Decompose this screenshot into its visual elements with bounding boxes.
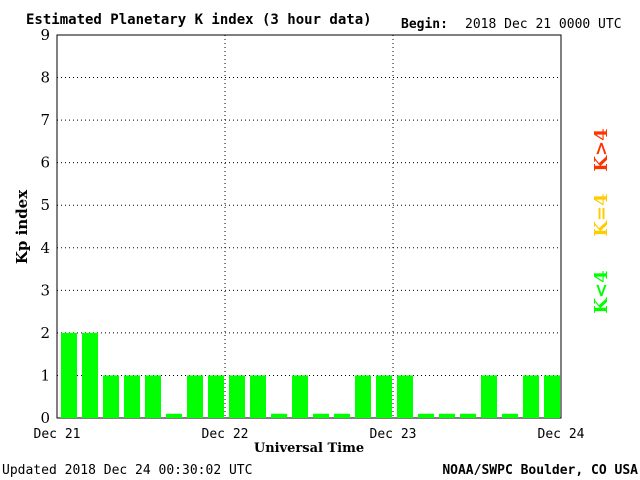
chart-title: Estimated Planetary K index (3 hour data… xyxy=(26,12,372,28)
y-tick-label: 8 xyxy=(40,69,50,87)
kp-bar xyxy=(439,413,455,418)
kp-bar xyxy=(460,413,476,418)
bar-series xyxy=(61,332,560,418)
y-tick-label: 3 xyxy=(40,281,50,299)
grid-lines xyxy=(57,35,561,418)
x-axis-label: Universal Time xyxy=(254,441,364,456)
kp-bar xyxy=(355,375,371,418)
legend-mid: K=4 xyxy=(591,193,612,236)
source-credit: NOAA/SWPC Boulder, CO USA xyxy=(442,463,638,478)
kp-bar xyxy=(208,375,224,418)
x-tick-label: Dec 23 xyxy=(370,427,417,442)
kp-bar xyxy=(397,375,413,418)
y-tick-labels: 0 1 2 3 4 5 6 7 8 9 xyxy=(40,26,50,427)
kp-bar xyxy=(145,375,161,418)
y-tick-label: 0 xyxy=(40,409,50,427)
kp-bar xyxy=(103,375,119,418)
kp-bar xyxy=(187,375,203,418)
kp-bar xyxy=(271,413,287,418)
y-tick-label: 1 xyxy=(40,366,50,384)
begin-label: Begin: xyxy=(401,17,448,32)
kp-bar xyxy=(229,375,245,418)
kp-bar xyxy=(376,375,392,418)
y-tick-label: 9 xyxy=(40,26,50,44)
kp-bar xyxy=(544,375,560,418)
kp-bar xyxy=(502,413,518,418)
kp-bar xyxy=(124,375,140,418)
kp-bar xyxy=(292,375,308,418)
y-tick-label: 6 xyxy=(40,154,50,172)
kp-bar xyxy=(82,332,98,418)
x-tick-label: Dec 21 xyxy=(34,427,81,442)
kp-bar xyxy=(166,413,182,418)
y-tick-label: 5 xyxy=(40,196,50,214)
kp-bar xyxy=(334,413,350,418)
y-tick-label: 2 xyxy=(40,324,50,342)
y-tick-label: 7 xyxy=(40,111,50,129)
y-axis-label: Kp index xyxy=(13,189,31,264)
x-tick-label: Dec 24 xyxy=(538,427,585,442)
kp-bar xyxy=(250,375,266,418)
kp-bar xyxy=(418,413,434,418)
x-tick-labels: Dec 21 Dec 22 Dec 23 Dec 24 xyxy=(34,427,585,442)
legend: K>4 K=4 K<4 xyxy=(591,128,612,313)
x-tick-label: Dec 22 xyxy=(202,427,249,442)
plot-area xyxy=(56,34,562,419)
begin-value: 2018 Dec 21 0000 UTC xyxy=(465,17,622,32)
legend-low: K<4 xyxy=(591,270,612,313)
legend-high: K>4 xyxy=(591,128,612,171)
y-tick-label: 4 xyxy=(40,239,50,257)
kp-bar xyxy=(523,375,539,418)
kp-bar xyxy=(313,413,329,418)
kp-bar xyxy=(481,375,497,418)
updated-timestamp: Updated 2018 Dec 24 00:30:02 UTC xyxy=(2,463,252,478)
kp-bar xyxy=(61,332,77,418)
